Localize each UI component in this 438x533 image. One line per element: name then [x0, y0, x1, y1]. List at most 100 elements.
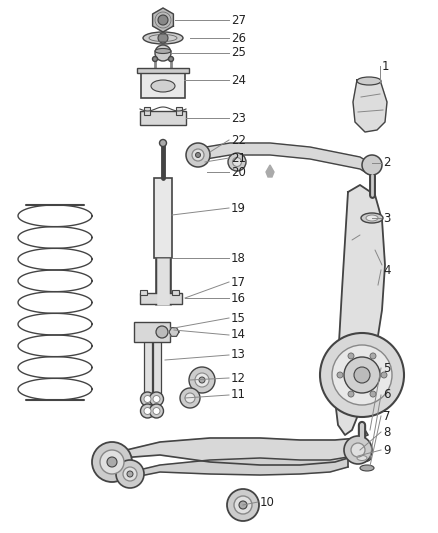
Ellipse shape: [143, 32, 183, 44]
Circle shape: [149, 404, 163, 418]
Bar: [134, 322, 170, 342]
Circle shape: [348, 353, 354, 359]
Circle shape: [233, 157, 241, 166]
Bar: [152, 340, 160, 400]
Circle shape: [381, 372, 387, 378]
Bar: [144, 340, 152, 400]
Circle shape: [195, 152, 201, 157]
Text: 13: 13: [231, 349, 246, 361]
Polygon shape: [200, 143, 370, 175]
Text: 12: 12: [231, 372, 246, 384]
Polygon shape: [110, 430, 368, 465]
Circle shape: [156, 326, 168, 338]
Circle shape: [199, 377, 205, 383]
Polygon shape: [335, 185, 385, 435]
Circle shape: [344, 436, 372, 464]
Circle shape: [332, 345, 392, 405]
Text: 26: 26: [231, 31, 246, 44]
Text: 18: 18: [231, 252, 246, 264]
Text: 10: 10: [260, 496, 275, 508]
Ellipse shape: [361, 213, 383, 223]
Circle shape: [351, 443, 365, 457]
Circle shape: [348, 391, 354, 397]
Circle shape: [362, 155, 382, 175]
Circle shape: [123, 467, 137, 481]
Polygon shape: [152, 8, 173, 32]
Ellipse shape: [151, 80, 175, 92]
Circle shape: [239, 501, 247, 509]
Polygon shape: [118, 457, 348, 480]
Bar: [140, 289, 147, 295]
Circle shape: [180, 388, 200, 408]
Text: 9: 9: [383, 443, 391, 456]
Ellipse shape: [155, 49, 171, 53]
Circle shape: [107, 457, 117, 467]
Circle shape: [158, 15, 168, 25]
Circle shape: [234, 496, 252, 514]
Circle shape: [149, 392, 163, 406]
Text: 20: 20: [231, 166, 246, 179]
Circle shape: [169, 56, 173, 61]
Text: 1: 1: [382, 60, 389, 72]
Bar: [141, 70, 185, 98]
Text: 21: 21: [231, 151, 246, 165]
Ellipse shape: [357, 456, 367, 461]
Bar: [137, 68, 189, 73]
Circle shape: [100, 450, 124, 474]
Circle shape: [344, 357, 380, 393]
Bar: [144, 107, 150, 115]
Ellipse shape: [366, 215, 378, 221]
Text: 17: 17: [231, 276, 246, 288]
Text: 7: 7: [383, 409, 391, 423]
Polygon shape: [169, 328, 179, 336]
Text: 6: 6: [383, 389, 391, 401]
Text: 16: 16: [231, 292, 246, 304]
Text: 4: 4: [383, 263, 391, 277]
Circle shape: [141, 404, 155, 418]
Text: 3: 3: [383, 212, 390, 224]
Circle shape: [153, 395, 160, 402]
Circle shape: [195, 373, 209, 387]
Circle shape: [155, 45, 171, 61]
Polygon shape: [353, 80, 387, 132]
Circle shape: [152, 56, 158, 61]
Circle shape: [370, 353, 376, 359]
Circle shape: [92, 442, 132, 482]
Bar: [172, 289, 179, 295]
Text: 11: 11: [231, 389, 246, 401]
Circle shape: [337, 372, 343, 378]
Text: 27: 27: [231, 13, 246, 27]
Ellipse shape: [353, 454, 371, 462]
Circle shape: [158, 33, 168, 43]
Circle shape: [227, 489, 259, 521]
Circle shape: [144, 395, 151, 402]
Circle shape: [189, 367, 215, 393]
Circle shape: [127, 471, 133, 477]
Bar: [176, 107, 182, 115]
Ellipse shape: [360, 465, 374, 471]
Text: 8: 8: [383, 425, 390, 439]
Circle shape: [159, 140, 166, 147]
Ellipse shape: [357, 77, 381, 85]
Circle shape: [141, 392, 155, 406]
Circle shape: [185, 393, 195, 403]
Bar: [140, 293, 182, 303]
Circle shape: [116, 460, 144, 488]
Circle shape: [153, 408, 160, 415]
Text: 14: 14: [231, 328, 246, 342]
Text: 19: 19: [231, 201, 246, 214]
Circle shape: [186, 143, 210, 167]
Text: 23: 23: [231, 111, 246, 125]
Circle shape: [144, 408, 151, 415]
Bar: [140, 111, 186, 125]
Text: 24: 24: [231, 74, 246, 86]
Polygon shape: [266, 165, 274, 177]
Text: 5: 5: [383, 361, 390, 375]
Text: 15: 15: [231, 311, 246, 325]
Bar: [154, 178, 172, 258]
Text: 22: 22: [231, 133, 246, 147]
Circle shape: [228, 153, 246, 171]
Text: 25: 25: [231, 46, 246, 60]
Circle shape: [370, 391, 376, 397]
Circle shape: [192, 149, 204, 161]
